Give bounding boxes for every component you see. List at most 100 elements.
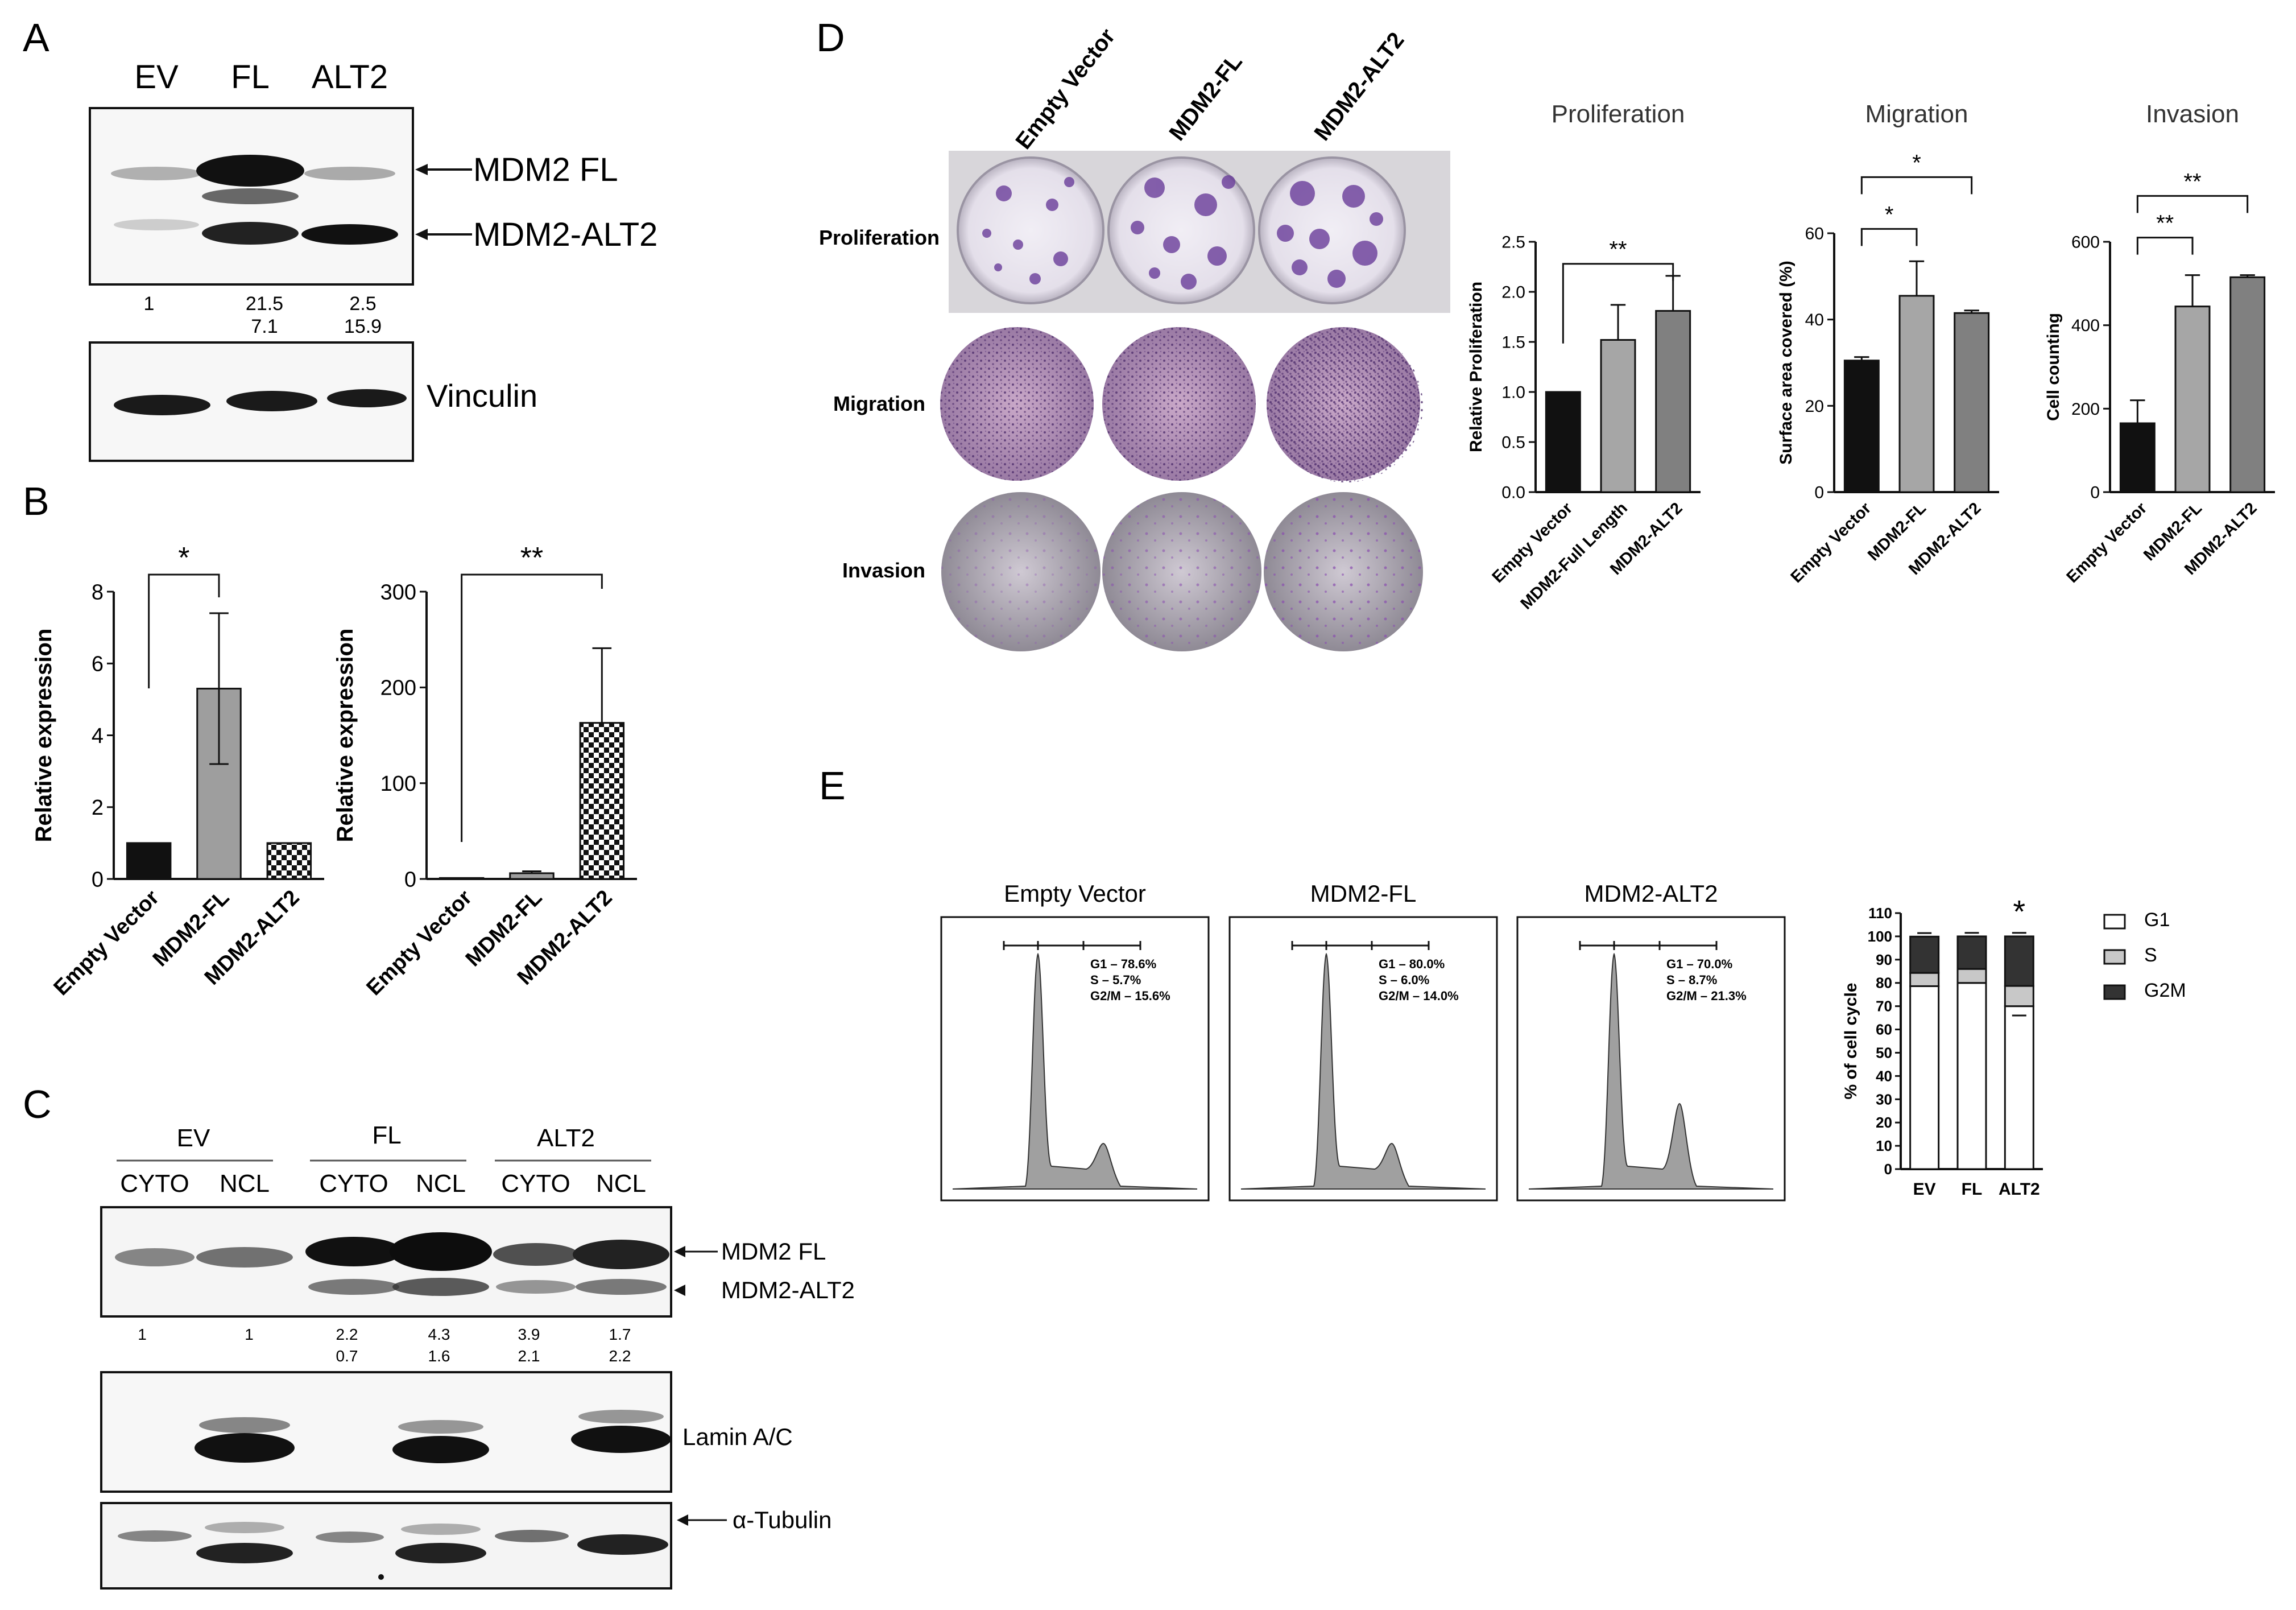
bar	[1843, 360, 1880, 493]
y-axis-label: Surface area covered (%)	[1777, 261, 1796, 465]
y-tick-label: 4	[92, 724, 104, 748]
stacked-bar-segment	[1909, 972, 1940, 987]
marker-mdm2-alt2: MDM2-ALT2	[473, 216, 657, 253]
loading-tubulin: α-Tubulin	[733, 1506, 831, 1533]
c-quant-2-6: 2.2	[609, 1347, 631, 1365]
histogram-title: MDM2-FL	[1310, 880, 1417, 907]
group-ev: EV	[177, 1124, 210, 1152]
row-label-proliferation: Proliferation	[819, 226, 940, 249]
stacked-bar-segment	[2004, 985, 2034, 1008]
y-tick-label: 10	[1876, 1137, 1892, 1154]
lane-label-fl: FL	[231, 59, 270, 96]
bar-chart-invasion: 0 200 400 600 Cell counting Invasion Empty Vec…	[2044, 100, 2275, 587]
y-tick-label: 40	[1805, 311, 1824, 329]
panel-letter-c: C	[23, 1082, 52, 1126]
col-label-mdm2-fl: MDM2-FL	[1164, 49, 1247, 146]
significance-label: **	[1609, 237, 1627, 262]
legend-swatch	[2103, 914, 2126, 930]
c-quant-1-1: 1	[138, 1326, 147, 1343]
y-tick-label: 8	[92, 580, 104, 604]
histogram-curve	[952, 952, 1198, 1190]
y-tick-label: 20	[1805, 397, 1824, 416]
y-tick-label: 400	[2071, 316, 2100, 335]
invasion-membranes-photo	[941, 492, 1423, 651]
legend-swatch	[2103, 949, 2126, 965]
s-percent: S – 6.0%	[1379, 973, 1429, 987]
stacked-bar-segment	[1956, 968, 1987, 984]
bar-chart-relative-expression-2: 0 100 200 300 Relative expression Empty Vecto…	[333, 542, 637, 1000]
histogram-frame	[1516, 916, 1786, 1202]
legend-label: S	[2144, 944, 2157, 966]
x-tick-label: EV	[1913, 1180, 1936, 1199]
bar	[1954, 312, 1990, 493]
y-tick-label: 6	[92, 653, 104, 676]
bar	[579, 722, 625, 880]
y-tick-label: 60	[1876, 1021, 1892, 1038]
x-tick-label: ALT2	[1999, 1180, 2040, 1199]
group-fl: FL	[372, 1121, 401, 1149]
significance-label: **	[2183, 169, 2201, 194]
marker-mdm2-fl: MDM2 FL	[473, 151, 618, 188]
x-tick-label: Empty Vector	[362, 886, 477, 1001]
y-tick-label: 1.5	[1501, 333, 1525, 352]
bar	[1545, 391, 1581, 493]
y-tick-label: 0	[2090, 484, 2100, 502]
stacked-bar-segment	[1909, 935, 1940, 974]
y-axis-label: % of cell cycle	[1842, 982, 1860, 1099]
chart-title: Invasion	[2146, 100, 2239, 128]
western-blot-tubulin	[100, 1502, 672, 1590]
stacked-bar-segment	[2004, 1005, 2034, 1170]
bar	[1655, 309, 1691, 493]
y-tick-label: 0.0	[1501, 484, 1525, 502]
panel-e: E Empty Vector G1 – 78.6% S – 5.7% G2/M – 1…	[819, 763, 2186, 1202]
bar	[266, 842, 312, 880]
col-label-mdm2-alt2: MDM2-ALT2	[1309, 28, 1409, 146]
chart-title: Proliferation	[1552, 100, 1685, 128]
stacked-bar-segment	[1956, 935, 1987, 970]
legend-swatch	[2103, 984, 2126, 1000]
y-tick-label: 0	[92, 868, 104, 891]
significance-bracket	[2136, 237, 2194, 255]
fraction-alt2-cyto: CYTO	[501, 1170, 570, 1198]
western-blot-mdm2	[89, 107, 414, 286]
histogram-frame	[940, 916, 1210, 1202]
significance-bracket	[2136, 195, 2249, 213]
histogram-curve	[1528, 952, 1774, 1190]
legend-label: G2M	[2144, 980, 2186, 1001]
significance-bracket	[1562, 263, 1674, 344]
quant-fl-1: 21.5	[246, 293, 283, 315]
x-tick-label: Empty Vector	[2063, 499, 2151, 587]
g1-percent: G1 – 80.0%	[1379, 957, 1445, 971]
fraction-fl-cyto: CYTO	[319, 1170, 388, 1198]
y-axis-label: Relative expression	[31, 629, 56, 843]
significance-bracket	[461, 573, 603, 842]
y-tick-label: 0	[1814, 484, 1824, 502]
g1-percent: G1 – 78.6%	[1090, 957, 1156, 971]
panel-c: C EV FL ALT2 CYTO NCL CYTO NCL CYTO NCL …	[23, 1082, 855, 1590]
bar	[1898, 295, 1935, 493]
s-percent: S – 5.7%	[1090, 973, 1141, 987]
y-tick-label: 300	[380, 580, 416, 604]
stacked-bar-segment	[2004, 935, 2034, 987]
row-label-invasion: Invasion	[842, 559, 925, 582]
panel-d: D Empty Vector MDM2-FL MDM2-ALT2 Prolife…	[816, 15, 2275, 651]
histogram-curve	[1240, 952, 1486, 1190]
bar	[126, 842, 172, 880]
significance-bracket	[148, 573, 220, 688]
c-quant-1-3: 2.2	[336, 1326, 358, 1343]
y-tick-label: 600	[2071, 233, 2100, 252]
x-tick-label: FL	[1962, 1180, 1983, 1199]
panel-letter-d: D	[816, 15, 845, 60]
significance-label: *	[1885, 202, 1894, 227]
bar	[2119, 422, 2156, 493]
g2m-percent: G2/M – 15.6%	[1090, 989, 1170, 1003]
chart-title: Migration	[1865, 100, 1968, 128]
western-blot-fractions-mdm2	[100, 1206, 672, 1318]
y-tick-label: 70	[1876, 998, 1892, 1015]
histogram-title: Empty Vector	[1004, 880, 1146, 907]
c-quant-2-3: 0.7	[336, 1347, 358, 1365]
bar	[509, 872, 555, 880]
y-tick-label: 1.0	[1501, 383, 1525, 402]
significance-bracket	[1860, 228, 1918, 246]
